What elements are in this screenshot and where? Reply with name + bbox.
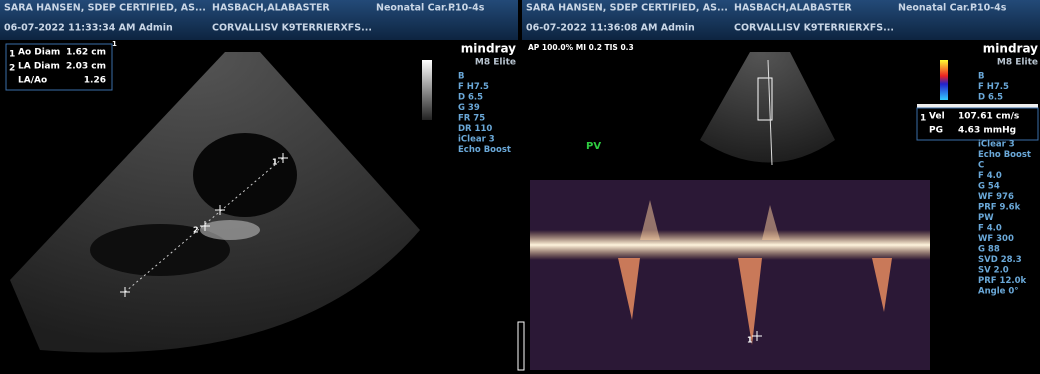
cursor-line xyxy=(767,59,773,166)
chamber xyxy=(193,133,297,217)
measure-index: 1 xyxy=(920,114,926,124)
color-box xyxy=(757,77,773,121)
param: WF 976 xyxy=(978,192,1014,202)
measure-value: 2.03 cm xyxy=(66,62,106,72)
measure-label: LA Diam xyxy=(18,62,60,72)
param: G 39 xyxy=(458,103,480,113)
doppler-spike xyxy=(618,258,892,345)
param: iClear 3 xyxy=(978,140,1015,150)
measure-label: PG xyxy=(929,126,943,136)
header-text: CORVALLISV K9TERRIERXFS... xyxy=(212,23,372,34)
param: G 54 xyxy=(978,182,1000,192)
header-text: CORVALLISV K9TERRIERXFS... xyxy=(734,23,894,34)
scale-bracket xyxy=(517,321,525,371)
mode-label: PV xyxy=(586,141,601,152)
header-bar xyxy=(0,0,518,40)
measure-label: Vel xyxy=(929,112,945,122)
param: DR 110 xyxy=(458,124,492,134)
param: F 4.0 xyxy=(978,224,1002,234)
wall xyxy=(200,220,260,240)
param: D 6.5 xyxy=(458,93,483,103)
header-bar xyxy=(522,0,1040,40)
header-text: P10-4s xyxy=(448,3,485,14)
doppler-spectrum xyxy=(530,180,930,370)
param: G 88 xyxy=(978,245,1000,255)
header-text: SARA HANSEN, SDEP CERTIFIED, AS... xyxy=(526,3,728,14)
bmode-sector xyxy=(700,52,835,163)
measure-value: 1.26 xyxy=(84,76,106,86)
caliper-label: 1 xyxy=(272,158,278,167)
caliper xyxy=(200,221,210,231)
header-text: HASBACH,ALABASTER xyxy=(734,3,852,14)
doppler-baseline xyxy=(530,230,930,260)
header-text: HASBACH,ALABASTER xyxy=(212,3,330,14)
param: SV 2.0 xyxy=(978,266,1009,276)
measure-value: 1.62 cm xyxy=(66,48,106,58)
status: AP 100.0% MI 0.2 TIS 0.3 xyxy=(528,43,634,52)
measure-box-top xyxy=(917,104,1038,108)
param: D 6.5 xyxy=(978,93,1003,103)
caliper-label: 2 xyxy=(193,226,199,235)
header-text: SARA HANSEN, SDEP CERTIFIED, AS... xyxy=(4,3,206,14)
measure-index: 2 xyxy=(9,64,15,74)
measure-label: LA/Ao xyxy=(18,76,47,86)
caliper xyxy=(120,287,130,297)
param: F 4.0 xyxy=(978,171,1002,181)
color-bar xyxy=(940,60,948,100)
caliper xyxy=(752,331,762,341)
brand: mindray xyxy=(461,42,516,56)
param: PRF 12.0k xyxy=(978,276,1027,286)
param: FR 75 xyxy=(458,114,485,124)
header-text: Neonatal Car... xyxy=(898,3,977,14)
model: M8 Elite xyxy=(997,58,1038,68)
measure-box xyxy=(916,107,1039,141)
param: B xyxy=(978,72,984,82)
model: M8 Elite xyxy=(475,58,516,68)
doppler-spike xyxy=(640,200,780,240)
param: PRF 9.6k xyxy=(978,203,1021,213)
param: SVD 28.3 xyxy=(978,255,1022,265)
param: Angle 0° xyxy=(978,287,1019,297)
header-text: Neonatal Car... xyxy=(376,3,455,14)
param: F H7.5 xyxy=(458,82,489,92)
param: B xyxy=(458,72,464,82)
measure-box xyxy=(5,43,113,91)
param: Echo Boost xyxy=(458,145,511,155)
measure-value: 4.63 mmHg xyxy=(958,126,1016,136)
param: Echo Boost xyxy=(978,150,1031,160)
measure-value: 107.61 cm/s xyxy=(958,112,1019,122)
measure-marker: 1 xyxy=(112,40,117,48)
measure-index: 1 xyxy=(9,50,15,60)
param: PW xyxy=(978,213,994,223)
caliper xyxy=(215,205,225,215)
chamber xyxy=(90,224,230,276)
param: WF 300 xyxy=(978,234,1014,244)
header-text: 06-07-2022 11:36:08 AM Admin xyxy=(526,23,695,34)
param: iClear 3 xyxy=(458,135,495,145)
caliper xyxy=(278,153,288,163)
header-text: 06-07-2022 11:33:34 AM Admin xyxy=(4,23,173,34)
param: C xyxy=(978,161,984,171)
caliper-label: 1 xyxy=(747,336,753,345)
gray-bar xyxy=(422,60,432,120)
measure-label: Ao Diam xyxy=(18,48,60,58)
brand: mindray xyxy=(983,42,1038,56)
header-text: P10-4s xyxy=(970,3,1007,14)
param: F H7.5 xyxy=(978,82,1009,92)
